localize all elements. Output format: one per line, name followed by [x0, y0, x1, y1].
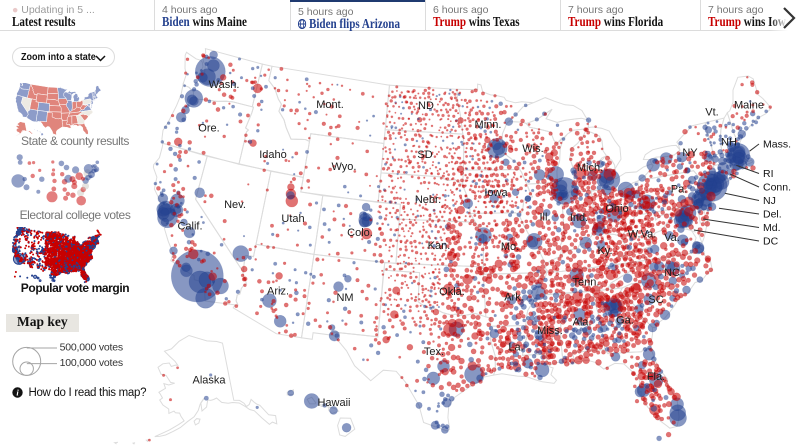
svg-text:NH: NH	[721, 137, 737, 149]
svg-text:Ind.: Ind.	[570, 212, 588, 224]
svg-text:Ala.: Ala.	[573, 317, 592, 329]
svg-text:Miss.: Miss.	[537, 325, 563, 337]
svg-text:RI: RI	[763, 168, 774, 180]
svg-text:La.: La.	[508, 342, 523, 354]
svg-text:NM: NM	[336, 292, 353, 304]
svg-text:Tenn.: Tenn.	[573, 277, 600, 289]
svg-text:Vt.: Vt.	[705, 107, 718, 119]
svg-text:Utah: Utah	[281, 213, 304, 225]
svg-text:Okla.: Okla.	[439, 286, 465, 298]
svg-text:Iowa: Iowa	[484, 187, 508, 199]
svg-text:Tex.: Tex.	[424, 346, 444, 358]
svg-text:Colo.: Colo.	[347, 227, 373, 239]
svg-text:Va.: Va.	[664, 232, 680, 244]
svg-text:Ark.: Ark.	[504, 292, 524, 304]
svg-text:Hawaii: Hawaii	[317, 397, 350, 409]
svg-text:Del.: Del.	[763, 209, 782, 221]
svg-text:Fla.: Fla.	[647, 371, 665, 383]
svg-text:Wash.: Wash.	[209, 79, 240, 91]
svg-text:SC: SC	[648, 294, 663, 306]
svg-text:Ariz.: Ariz.	[267, 286, 289, 298]
svg-text:Idaho: Idaho	[259, 149, 287, 161]
svg-text:NY: NY	[682, 147, 698, 159]
svg-text:Minn.: Minn.	[475, 119, 502, 131]
svg-text:Mo.: Mo.	[501, 241, 519, 253]
svg-text:DC: DC	[763, 236, 779, 248]
svg-text:W.Va.: W.Va.	[628, 229, 657, 241]
svg-text:Wis.: Wis.	[522, 143, 543, 155]
svg-text:Maine: Maine	[734, 100, 764, 112]
svg-text:SD: SD	[417, 149, 432, 161]
svg-text:Mich.: Mich.	[577, 162, 603, 174]
svg-text:Pa.: Pa.	[671, 184, 688, 196]
svg-text:Md.: Md.	[763, 222, 781, 234]
svg-text:NC: NC	[664, 267, 680, 279]
svg-text:Mont.: Mont.	[316, 99, 344, 111]
svg-text:Ga.: Ga.	[616, 315, 634, 327]
svg-text:Ill.: Ill.	[540, 212, 551, 224]
svg-text:Kan.: Kan.	[428, 240, 451, 252]
svg-text:NJ: NJ	[763, 195, 776, 207]
svg-text:Wyo.: Wyo.	[332, 161, 357, 173]
svg-text:ND: ND	[418, 100, 434, 112]
svg-text:Calif.: Calif.	[177, 221, 202, 233]
svg-text:Nev.: Nev.	[224, 199, 246, 211]
svg-text:Ore.: Ore.	[198, 123, 219, 135]
svg-text:Ohio: Ohio	[605, 203, 628, 215]
svg-text:Ky.: Ky.	[597, 245, 612, 257]
svg-text:Nebr.: Nebr.	[415, 194, 441, 206]
svg-text:Mass.: Mass.	[763, 139, 791, 151]
svg-text:Alaska: Alaska	[192, 375, 226, 387]
svg-text:Conn.: Conn.	[763, 182, 791, 194]
